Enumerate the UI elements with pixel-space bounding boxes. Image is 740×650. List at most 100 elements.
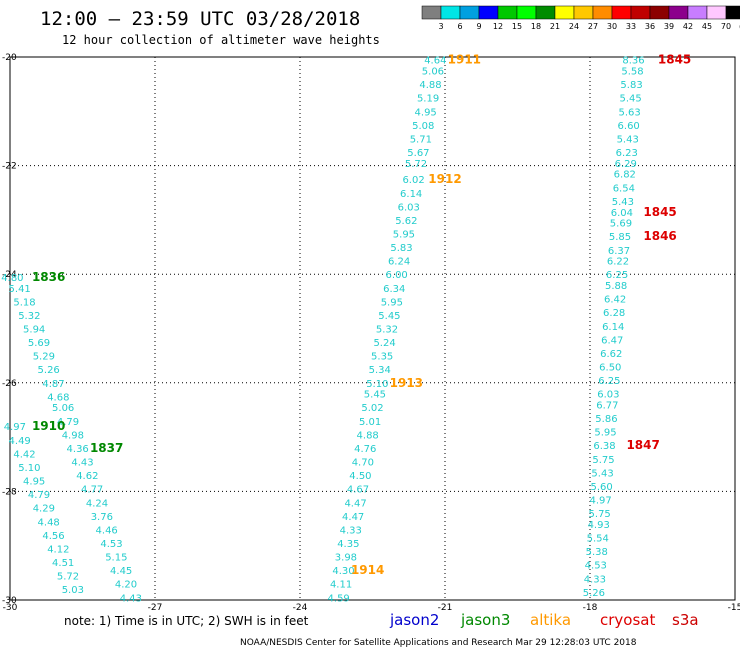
wave-height-value: 4.33	[340, 525, 362, 536]
x-tick-label: -30	[3, 603, 18, 613]
wave-height-value: 6.04	[611, 208, 633, 219]
wave-height-value: 4.29	[33, 504, 55, 515]
note-text: note: 1) Time is in UTC; 2) SWH is in fe…	[64, 614, 309, 628]
wave-height-value: 5.62	[395, 216, 417, 227]
wave-height-value: 4.67	[347, 485, 369, 496]
colorbar-label: 33	[626, 22, 636, 31]
wave-height-value: 6.14	[602, 322, 624, 333]
wave-height-value: 6.37	[608, 246, 630, 257]
wave-height-value: 5.41	[9, 284, 31, 295]
wave-height-value: 5.24	[373, 338, 395, 349]
time-labels: 1911 1912 1913 1914 1845 1845 1846 1847 1836 1910…	[32, 53, 691, 577]
colorbar-label: 6	[457, 22, 462, 31]
wave-height-value: 4.93	[588, 520, 610, 531]
wave-height-value: 5.01	[359, 417, 381, 428]
wave-height-value: 6.60	[618, 121, 640, 132]
wave-height-value: 5.71	[410, 134, 432, 145]
legend-jason2: jason2	[389, 611, 439, 629]
y-tick-label: -28	[2, 487, 17, 497]
x-tick-label: -15	[728, 603, 740, 613]
colorbar-label: 15	[512, 22, 522, 31]
wave-height-value: 5.26	[38, 365, 60, 376]
wave-height-value: 4.95	[23, 477, 45, 488]
wave-height-value: 5.19	[417, 94, 439, 105]
x-tick-label: -18	[583, 603, 598, 613]
wave-height-value: 4.53	[585, 561, 607, 572]
wave-height-value: 6.34	[383, 284, 405, 295]
wave-height-value: 4.12	[47, 544, 69, 555]
wave-height-value: 6.54	[613, 183, 635, 194]
chart-title: 12:00 – 23:59 UTC 03/28/2018	[40, 8, 360, 30]
colorbar-label: 3	[438, 22, 443, 31]
wave-height-value: 4.45	[110, 566, 132, 577]
wave-height-value: 4.88	[357, 430, 379, 441]
colorbar-swatch	[649, 5, 670, 20]
wave-height-value: 4.48	[38, 517, 60, 528]
wave-height-value: 6.25	[606, 270, 628, 281]
colorbar-label: 70	[721, 22, 731, 31]
colorbar-swatch	[592, 5, 613, 20]
colorbar-swatch	[573, 5, 594, 20]
wave-height-value: 4.46	[96, 525, 118, 536]
legend-s3a: s3a	[672, 611, 699, 629]
wave-height-value: 5.06	[422, 67, 444, 78]
wave-height-value: 4.56	[42, 531, 64, 542]
wave-height-value: 6.23	[616, 148, 638, 159]
colorbar-label: 9	[476, 22, 481, 31]
time-label: 1836	[32, 270, 65, 284]
colorbar-label: 18	[531, 22, 541, 31]
wave-height-value: 5.95	[381, 297, 403, 308]
wave-height-value: 3.98	[335, 553, 357, 564]
wave-height-value: 5.95	[594, 428, 616, 439]
wave-height-value: 4.87	[42, 379, 64, 390]
time-label: 1837	[90, 441, 123, 455]
time-label: 1846	[643, 229, 676, 243]
wave-height-value: 5.15	[105, 553, 127, 564]
wave-height-value: 6.22	[607, 257, 629, 268]
wave-height-value: 4.42	[13, 449, 35, 460]
legend-altika: altika	[530, 611, 571, 629]
wave-height-value: 5.10	[18, 463, 40, 474]
colorbar-swatch	[706, 5, 727, 20]
colorbar-label: (ft)	[739, 22, 740, 31]
chart-grid	[9, 56, 736, 601]
wave-height-value: 4.20	[115, 580, 137, 591]
colorbar-label: 36	[645, 22, 655, 31]
colorbar-label: 24	[569, 22, 579, 31]
colorbar-label: 42	[683, 22, 693, 31]
wave-height-value: 5.03	[62, 585, 84, 596]
y-tick-label: -24	[2, 270, 17, 280]
wave-height-value: 6.50	[599, 363, 621, 374]
credit-text: NOAA/NESDIS Center for Satellite Applica…	[240, 638, 637, 648]
wave-height-value: 5.38	[586, 547, 608, 558]
wave-height-value: 4.36	[67, 444, 89, 455]
wave-height-value: 4.49	[9, 436, 31, 447]
wave-height-value: 5.86	[595, 414, 617, 425]
wave-height-value: 5.06	[52, 403, 74, 414]
time-label: 1845	[658, 53, 691, 67]
colorbar-label: 30	[607, 22, 617, 31]
time-label: 1911	[448, 53, 481, 67]
wave-height-value: 4.70	[352, 458, 374, 469]
colorbar-swatch	[459, 5, 480, 20]
wave-height-value: 4.62	[76, 471, 98, 482]
wave-height-value: 4.50	[349, 471, 371, 482]
colorbar-swatch	[611, 5, 632, 20]
wave-height-value: 4.33	[584, 574, 606, 585]
wave-height-value: 4.53	[100, 539, 122, 550]
wave-height-value: 6.24	[388, 257, 410, 268]
wave-height-value: 4.76	[354, 444, 376, 455]
y-tick-label: -30	[2, 596, 17, 606]
plot-border	[9, 56, 736, 601]
wave-height-value: 5.10	[366, 379, 388, 390]
wave-height-value: 5.32	[18, 311, 40, 322]
wave-height-value: 6.47	[601, 335, 623, 346]
wave-height-points: 4.645.064.885.194.955.085.715.675.726.02…	[1, 56, 644, 605]
wave-height-value: 6.03	[398, 202, 420, 213]
wave-height-value: 5.58	[621, 67, 643, 78]
wave-height-value: 4.79	[57, 417, 79, 428]
wave-height-value: 5.83	[390, 243, 412, 254]
wave-height-value: 5.69	[28, 338, 50, 349]
wave-height-value: 5.34	[369, 365, 391, 376]
